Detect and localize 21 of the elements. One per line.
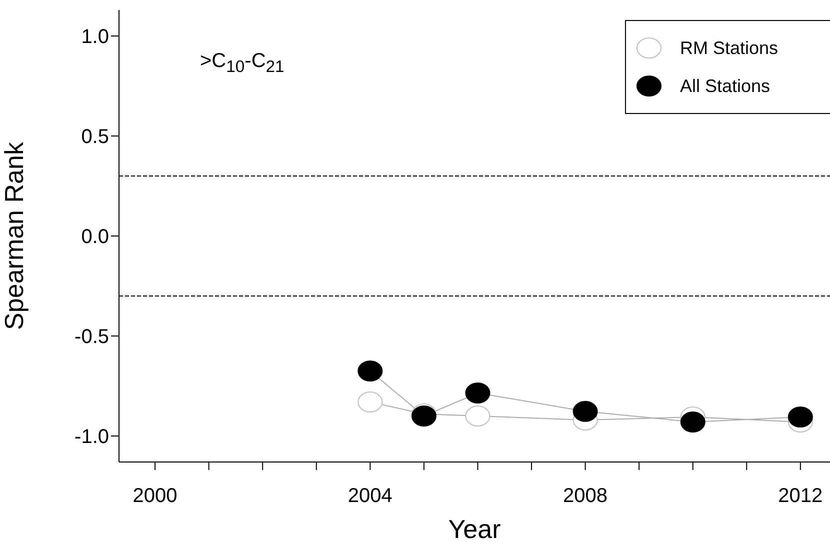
x-tick-label: 2000	[132, 485, 178, 508]
y-tick-label: 0.5	[81, 126, 109, 148]
legend-label: All Stations	[680, 76, 770, 96]
point	[465, 382, 490, 404]
x-tick-label: 2008	[563, 485, 608, 508]
x-axis-title: Year	[448, 514, 502, 544]
point	[572, 400, 598, 422]
y-tick-label: 1.0	[81, 26, 109, 48]
x-tick-label: 2004	[348, 485, 392, 508]
y-tick-label: 0.0	[81, 226, 109, 248]
point	[358, 360, 383, 382]
y-tick-label: -0.5	[74, 326, 109, 348]
point	[465, 406, 490, 426]
y-axis-title: Spearman Rank	[0, 141, 30, 330]
point	[788, 406, 813, 428]
y-tick-label: -1.0	[74, 426, 109, 448]
legend-label: RM Stations	[680, 38, 778, 58]
x-tick-label: 2012	[778, 485, 823, 508]
point	[358, 392, 383, 412]
annotation: >C$_{10}$-C$_{21}$	[200, 50, 284, 77]
point	[680, 412, 706, 432]
